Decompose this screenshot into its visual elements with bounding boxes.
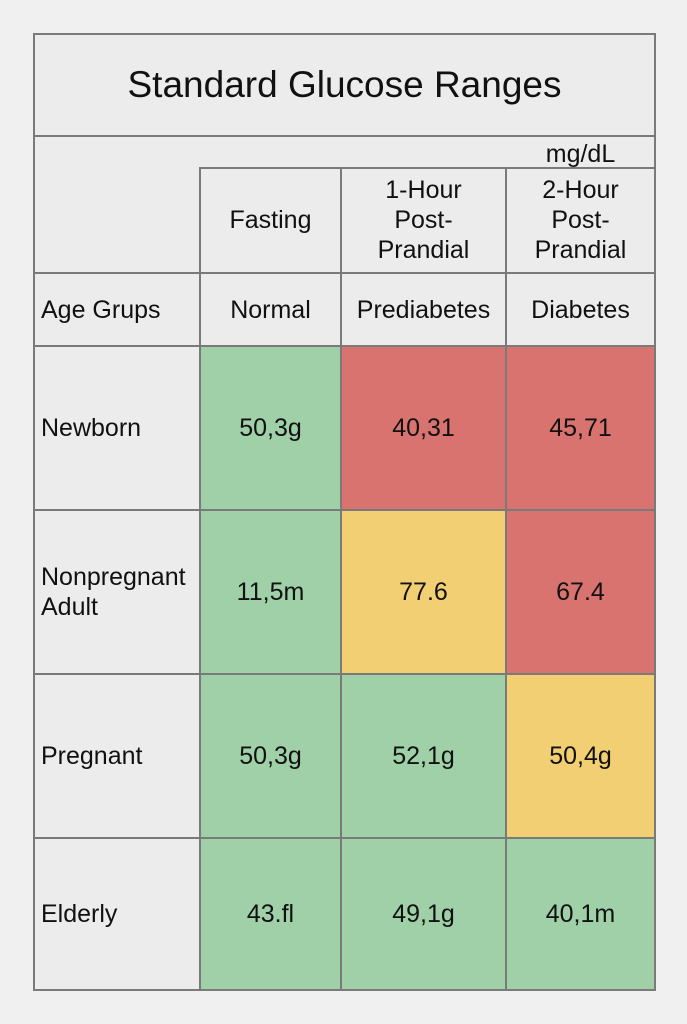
value-cell: 11,5m — [201, 511, 342, 675]
header-divider — [199, 167, 201, 274]
value-cell: 45,71 — [507, 347, 656, 511]
value-cell: 50,4g — [507, 675, 656, 839]
value-cell: 52,1g — [342, 675, 507, 839]
header-divider — [199, 167, 656, 169]
value-cell: 50,3g — [201, 675, 342, 839]
row-header-label: Age Grups — [33, 274, 201, 347]
sub-header: Diabetes — [507, 274, 656, 347]
value-cell: 50,3g — [201, 347, 342, 511]
row-label: Elderly — [33, 839, 201, 991]
row-label: Newborn — [33, 347, 201, 511]
table-title: Standard Glucose Ranges — [33, 33, 656, 137]
column-header: 1-Hour Post-Prandial — [342, 168, 507, 274]
value-cell: 67.4 — [507, 511, 656, 675]
unit-label: mg/dL — [507, 137, 656, 169]
value-cell: 40,31 — [342, 347, 507, 511]
row-label: Pregnant — [33, 675, 201, 839]
sub-header: Normal — [201, 274, 342, 347]
row-label: Nonpregnant Adult — [33, 511, 201, 675]
sub-header: Prediabetes — [342, 274, 507, 347]
value-cell: 43.fl — [201, 839, 342, 991]
value-cell: 40,1m — [507, 839, 656, 991]
value-cell: 77.6 — [342, 511, 507, 675]
value-cell: 49,1g — [342, 839, 507, 991]
column-header: 2-Hour Post-Prandial — [507, 168, 656, 274]
header-blank — [33, 168, 201, 274]
column-header: Fasting — [201, 168, 342, 274]
